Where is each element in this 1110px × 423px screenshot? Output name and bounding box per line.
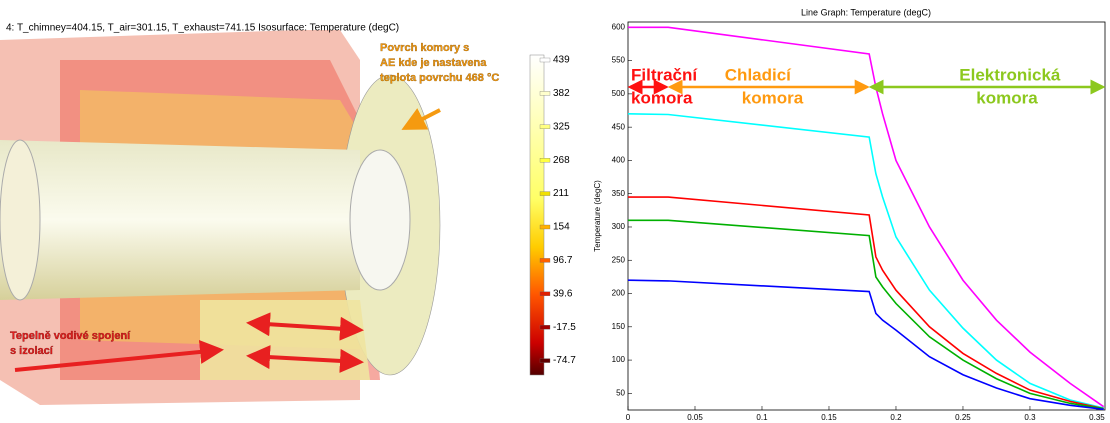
y-tick-label: 50 <box>616 388 625 397</box>
colorbar-tick <box>540 325 550 329</box>
x-tick-label: 0.3 <box>1024 413 1036 422</box>
region-label: komora <box>742 88 804 107</box>
colorbar-label: 382 <box>553 88 570 99</box>
colorbar-tick <box>540 292 550 296</box>
colorbar-tick <box>540 91 550 95</box>
chart-title: Line Graph: Temperature (degC) <box>801 7 931 17</box>
y-tick-label: 200 <box>612 289 626 298</box>
colorbar-label: 325 <box>553 121 570 132</box>
figure: 4: T_chimney=404.15, T_air=301.15, T_exh… <box>0 0 1110 423</box>
x-tick-label: 0.25 <box>955 413 971 422</box>
y-tick-label: 450 <box>612 122 626 131</box>
colorbar-label: 39.6 <box>553 288 573 299</box>
y-tick-label: 350 <box>612 189 626 198</box>
region-label: komora <box>631 88 693 107</box>
colorbar-label: -17.5 <box>553 322 576 333</box>
page: 4: T_chimney=404.15, T_air=301.15, T_exh… <box>0 0 1110 423</box>
x-tick-label: 0.1 <box>756 413 768 422</box>
colorbar-tick <box>540 192 550 196</box>
series-line <box>628 197 1104 409</box>
y-tick-label: 400 <box>612 156 626 165</box>
annotation: teplota povrchu 468 °C <box>380 72 499 84</box>
y-tick-label: 300 <box>612 222 626 231</box>
scene-render <box>0 30 544 405</box>
y-axis-label: Temperature (degC) <box>593 180 602 252</box>
annotation: s izolací <box>10 345 54 357</box>
series-line <box>628 114 1104 408</box>
y-tick-label: 600 <box>612 22 626 31</box>
series-line <box>628 220 1104 408</box>
x-tick-label: 0 <box>626 413 631 422</box>
colorbar-label: 268 <box>553 155 570 166</box>
y-tick-label: 150 <box>612 322 626 331</box>
colorbar-tick <box>540 125 550 129</box>
colorbar-tick <box>540 359 550 363</box>
x-tick-label: 0.05 <box>687 413 703 422</box>
region-label: Filtrační <box>631 65 698 84</box>
colorbar-tick <box>540 225 550 229</box>
colorbar-label: 439 <box>553 55 570 66</box>
region-label: komora <box>976 88 1038 107</box>
scene-title: 4: T_chimney=404.15, T_air=301.15, T_exh… <box>6 23 399 34</box>
colorbar-tick <box>540 258 550 262</box>
colorbar-tick <box>540 158 550 162</box>
y-tick-label: 100 <box>612 355 626 364</box>
colorbar-label: -74.7 <box>553 355 576 366</box>
annotation: Tepelně vodivé spojení <box>10 330 131 342</box>
region-label: Chladicí <box>725 65 792 84</box>
annotation: Povrch komory s <box>380 42 469 54</box>
colorbar-label: 96.7 <box>553 255 573 266</box>
colorbar-label: 211 <box>553 188 569 199</box>
x-tick-label: 0.15 <box>821 413 837 422</box>
colorbar-label: 154 <box>553 222 570 233</box>
y-tick-label: 250 <box>612 255 626 264</box>
region-label: Elektronická <box>959 65 1061 84</box>
colorbar-tick <box>540 58 550 62</box>
y-tick-label: 500 <box>612 89 626 98</box>
x-tick-label: 0.2 <box>890 413 902 422</box>
y-tick-label: 550 <box>612 56 626 65</box>
x-tick-label: 0.35 <box>1089 413 1105 422</box>
annotation: AE kde je nastavena <box>380 57 487 69</box>
